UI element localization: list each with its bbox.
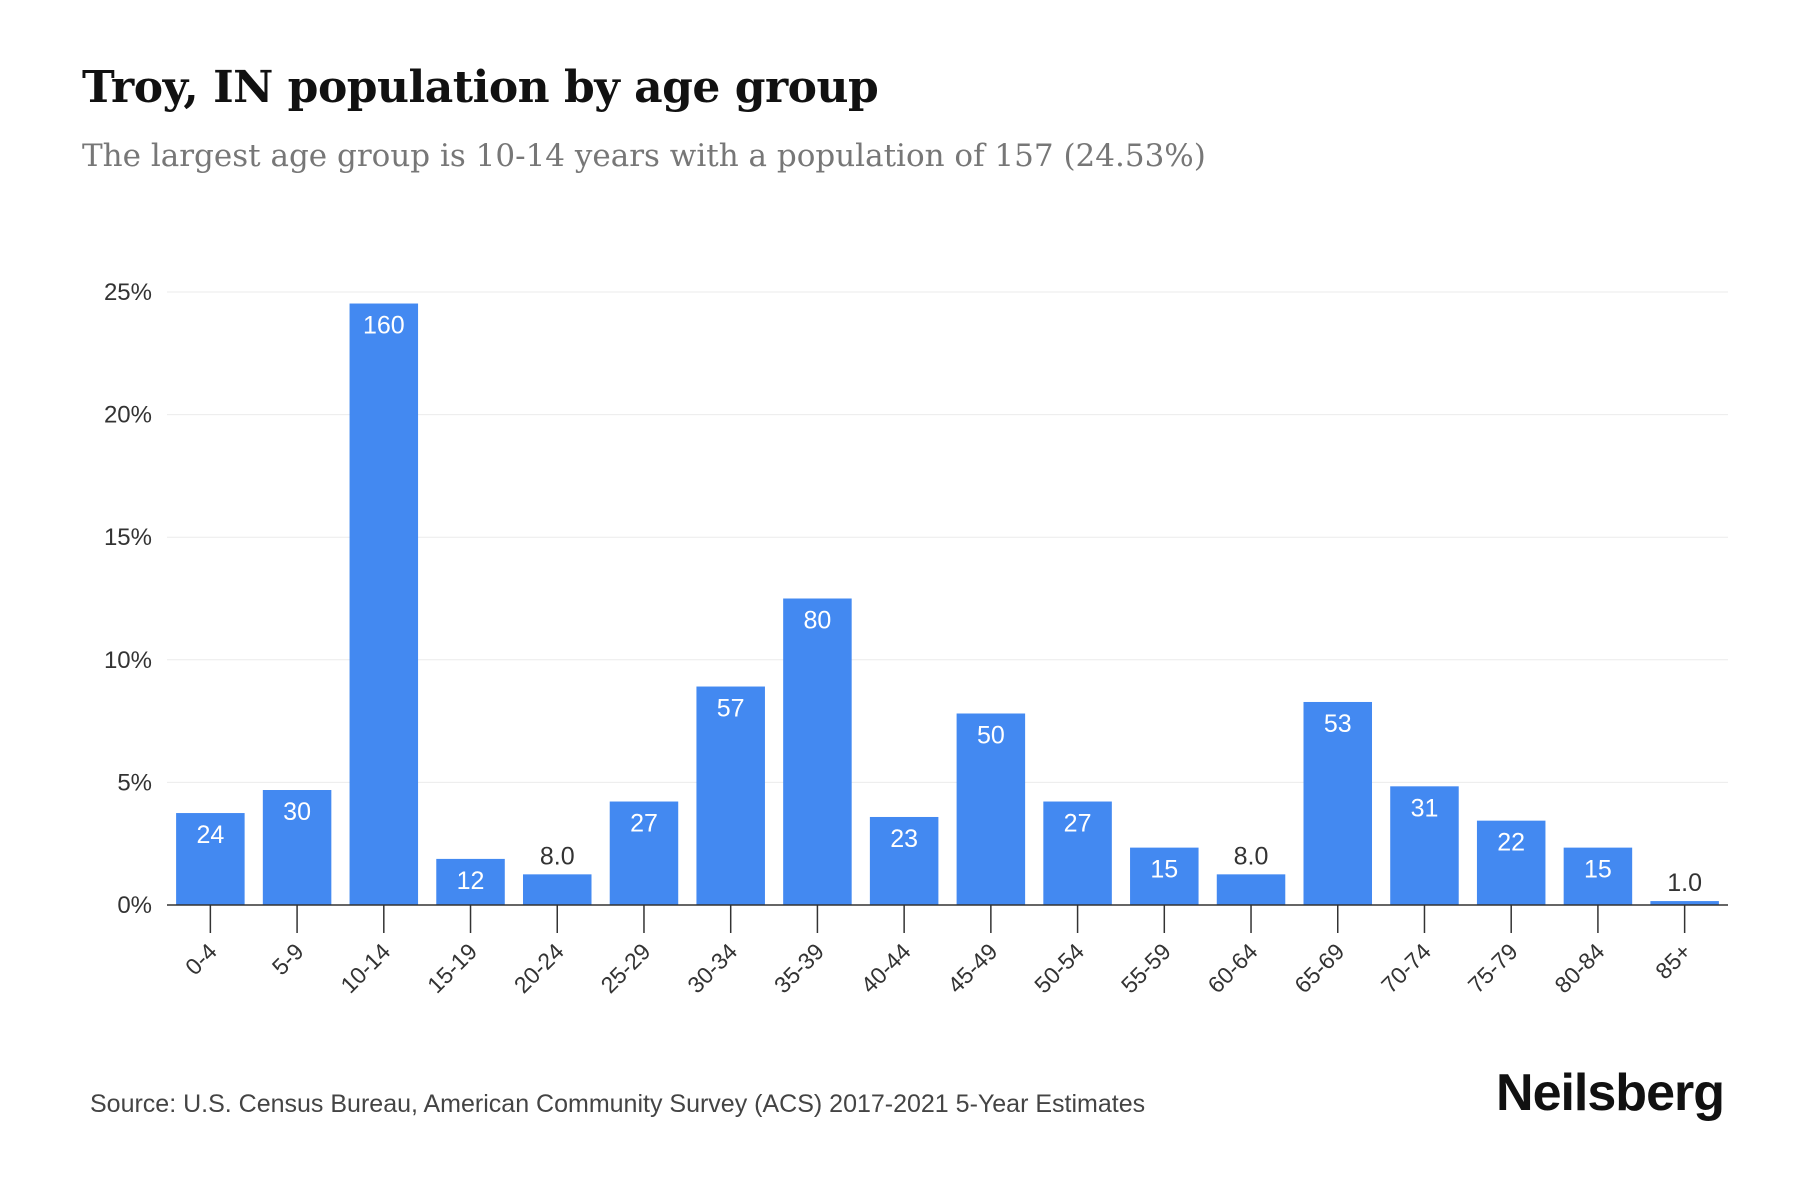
bar bbox=[1650, 901, 1719, 905]
bar bbox=[522, 874, 592, 905]
data-label: 23 bbox=[890, 825, 918, 853]
data-label: 24 bbox=[196, 821, 224, 849]
x-tick-label: 50-54 bbox=[1029, 938, 1089, 998]
bar bbox=[1303, 701, 1373, 905]
bar bbox=[869, 816, 939, 905]
gridlines bbox=[167, 291, 1728, 783]
data-label: 15 bbox=[1150, 856, 1178, 884]
bar bbox=[783, 598, 852, 905]
data-label: 22 bbox=[1497, 829, 1525, 857]
x-tick-label: 40-44 bbox=[856, 938, 916, 998]
x-tick-label: 70-74 bbox=[1376, 938, 1436, 998]
bar bbox=[1043, 801, 1112, 905]
data-label: 15 bbox=[1584, 856, 1612, 884]
x-tick-label: 35-39 bbox=[769, 938, 829, 998]
data-label: 31 bbox=[1411, 794, 1439, 822]
data-label: 27 bbox=[630, 810, 658, 838]
data-label: 8.0 bbox=[1234, 842, 1269, 870]
y-tick-label: 25% bbox=[104, 279, 152, 306]
x-tick-label: 80-84 bbox=[1549, 938, 1609, 998]
data-label: 80 bbox=[804, 607, 832, 635]
bar bbox=[956, 713, 1026, 905]
x-tick-label: 25-29 bbox=[596, 938, 656, 998]
data-label: 12 bbox=[457, 867, 485, 895]
y-tick-label: 10% bbox=[104, 647, 152, 674]
bar bbox=[262, 790, 332, 905]
data-label: 27 bbox=[1064, 810, 1092, 838]
x-tick-label: 5-9 bbox=[267, 938, 309, 980]
x-tick-label: 30-34 bbox=[682, 938, 742, 998]
bar bbox=[1563, 847, 1633, 905]
brand-logo: Neilsberg bbox=[1496, 1064, 1725, 1122]
y-tick-label: 5% bbox=[117, 769, 152, 796]
bar bbox=[436, 858, 505, 905]
data-labels: 24 30 160 12 8.0 27 57 80 23 50 27 15 8.0 53 31 22 15 1.0 bbox=[196, 312, 1702, 898]
bar bbox=[1476, 820, 1546, 905]
data-label: 1.0 bbox=[1667, 869, 1702, 897]
y-tick-label: 20% bbox=[104, 402, 152, 429]
bar bbox=[1216, 874, 1286, 905]
data-label: 160 bbox=[363, 312, 405, 340]
x-tick-label: 75-79 bbox=[1463, 938, 1523, 998]
chart-subtitle: The largest age group is 10-14 years wit… bbox=[82, 138, 1206, 174]
x-tick-label: 85+ bbox=[1650, 938, 1696, 984]
x-tick-label: 55-59 bbox=[1116, 938, 1176, 998]
data-label: 50 bbox=[977, 721, 1005, 749]
bar bbox=[696, 686, 765, 905]
bar bbox=[349, 303, 419, 905]
bars bbox=[176, 303, 1719, 905]
bar bbox=[1390, 786, 1459, 905]
data-label: 30 bbox=[283, 798, 311, 826]
x-tick-label: 20-24 bbox=[509, 938, 569, 998]
y-axis-ticks: 0% 5% 10% 15% 20% 25% bbox=[104, 279, 152, 919]
x-tick-label: 10-14 bbox=[335, 938, 395, 998]
bar bbox=[176, 813, 245, 905]
bar bbox=[609, 801, 679, 905]
x-axis: 0-4 5-9 10-14 15-19 20-24 25-29 30-34 35-39 40-4… bbox=[167, 904, 1728, 998]
data-label: 8.0 bbox=[540, 842, 575, 870]
x-tick-label: 60-64 bbox=[1203, 938, 1263, 998]
data-label: 53 bbox=[1324, 710, 1352, 738]
data-label: 57 bbox=[717, 695, 745, 723]
chart-title: Troy, IN population by age group bbox=[82, 62, 879, 113]
y-tick-label: 15% bbox=[104, 524, 152, 551]
y-tick-label: 0% bbox=[117, 892, 152, 919]
x-tick-label: 0-4 bbox=[180, 938, 222, 980]
x-tick-label: 45-49 bbox=[942, 938, 1002, 998]
x-tick-label: 15-19 bbox=[422, 938, 482, 998]
bar bbox=[1130, 847, 1199, 905]
x-tick-label: 65-69 bbox=[1289, 938, 1349, 998]
source-note: Source: U.S. Census Bureau, American Com… bbox=[90, 1090, 1146, 1118]
